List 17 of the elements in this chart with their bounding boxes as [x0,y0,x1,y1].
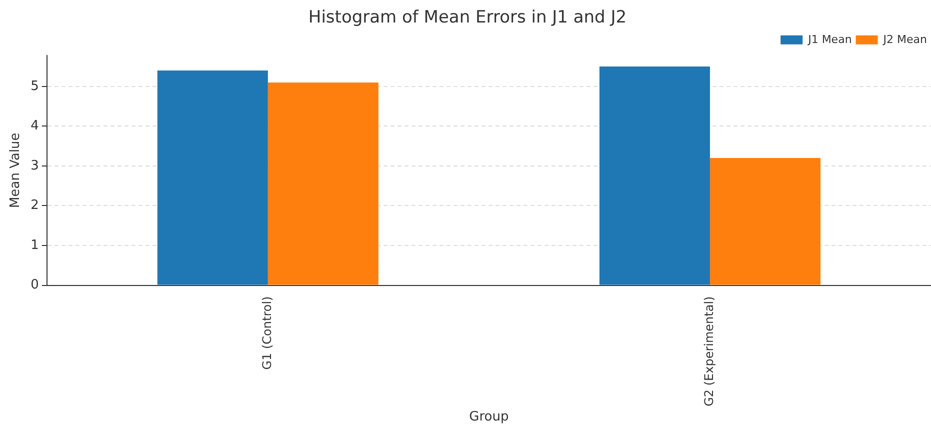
y-tick-label: 2 [30,198,39,214]
x-tick-label: G1 (Control) [260,296,274,370]
chart-title: Histogram of Mean Errors in J1 and J2 [308,8,627,28]
y-tick-label: 4 [30,118,39,134]
y-tick-label: 5 [30,78,39,94]
x-axis-title: Group [469,410,509,425]
bar [710,158,820,285]
bar [157,70,268,285]
legend-label: J2 Mean [882,32,928,46]
y-tick-label: 1 [30,238,39,253]
y-axis-title: Mean Value [8,132,24,208]
bar [268,82,378,285]
y-tick-label: 3 [30,158,39,174]
bar [599,66,710,285]
y-tick-label: 0 [30,278,39,293]
legend-label: J1 Mean [807,32,852,46]
x-tick-label: G2 (Experimental) [702,296,716,406]
